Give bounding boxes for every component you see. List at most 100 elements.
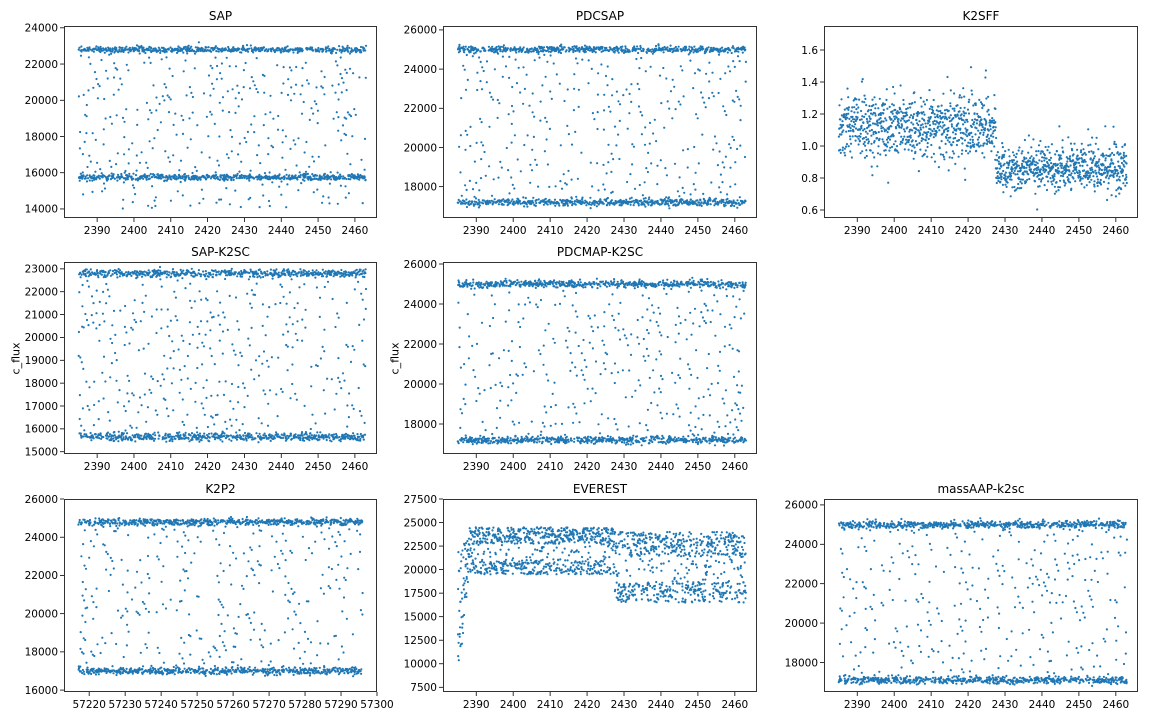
data-point — [258, 206, 261, 209]
data-point — [281, 48, 285, 51]
data-point — [280, 91, 283, 94]
data-point — [257, 47, 260, 50]
data-point — [223, 173, 226, 177]
data-point — [566, 88, 569, 91]
data-point — [183, 172, 186, 176]
data-point — [505, 146, 508, 150]
data-point — [567, 169, 570, 172]
data-point — [242, 46, 245, 49]
data-point — [207, 74, 211, 77]
data-point — [231, 88, 234, 91]
data-point — [136, 108, 139, 111]
data-point — [553, 198, 557, 201]
data-point — [197, 41, 200, 44]
data-point — [472, 204, 475, 207]
data-point — [554, 185, 557, 188]
data-point — [346, 152, 349, 155]
data-point — [123, 136, 126, 139]
data-point — [473, 160, 476, 163]
data-point — [144, 51, 147, 55]
data-point — [110, 52, 113, 55]
data-point — [184, 45, 187, 48]
data-point — [119, 77, 122, 80]
data-point — [294, 174, 297, 177]
data-point — [163, 179, 167, 182]
data-point — [209, 64, 212, 67]
data-point — [512, 203, 515, 206]
data-point — [179, 49, 182, 53]
data-point — [193, 52, 197, 55]
data-point — [93, 174, 96, 177]
data-point — [103, 187, 107, 190]
data-point — [191, 95, 194, 99]
data-point — [108, 174, 111, 177]
data-point — [222, 175, 226, 178]
data-point — [546, 203, 549, 206]
data-point — [321, 86, 324, 89]
data-point — [147, 118, 150, 121]
data-point — [243, 136, 246, 140]
data-point — [238, 47, 241, 50]
data-point — [122, 50, 125, 53]
data-point — [188, 117, 191, 120]
data-point — [152, 84, 155, 87]
data-point — [318, 50, 321, 53]
data-point — [179, 175, 182, 178]
data-point — [238, 170, 241, 173]
data-point — [78, 46, 81, 49]
data-point — [190, 45, 193, 48]
data-point — [115, 46, 118, 50]
data-point — [84, 113, 87, 116]
data-point — [127, 51, 130, 54]
data-point — [510, 200, 513, 203]
data-point — [313, 100, 316, 103]
data-point — [187, 44, 190, 47]
data-point — [124, 169, 127, 173]
data-point — [81, 171, 84, 174]
data-point — [229, 129, 232, 132]
data-point — [208, 175, 211, 178]
data-point — [198, 202, 201, 205]
data-point — [549, 50, 552, 53]
data-point — [111, 49, 114, 52]
data-point — [323, 93, 326, 96]
data-point — [502, 203, 505, 206]
data-point — [510, 122, 513, 125]
data-point — [338, 48, 341, 51]
data-point — [94, 47, 97, 50]
data-point — [361, 202, 364, 205]
data-point — [280, 193, 283, 196]
data-point — [244, 61, 247, 65]
data-point — [530, 202, 533, 205]
data-point — [194, 166, 197, 169]
data-point — [308, 118, 311, 121]
data-point — [335, 111, 338, 114]
data-point — [191, 111, 194, 114]
data-point — [315, 174, 318, 177]
data-point — [301, 67, 304, 70]
data-point — [290, 69, 293, 72]
data-point — [537, 52, 540, 56]
data-point — [305, 140, 308, 144]
data-point — [517, 202, 520, 205]
data-point — [501, 75, 504, 78]
data-point — [151, 185, 154, 188]
data-point — [534, 204, 537, 207]
data-point — [304, 175, 307, 178]
data-point — [555, 73, 558, 76]
data-point — [116, 179, 119, 182]
data-point — [334, 91, 337, 94]
data-point — [252, 80, 255, 83]
data-point — [228, 203, 231, 206]
data-point — [300, 182, 303, 185]
data-point — [276, 128, 280, 131]
data-point — [504, 46, 507, 49]
data-point — [155, 109, 158, 112]
data-point — [191, 171, 194, 175]
data-point — [502, 198, 505, 201]
data-point — [471, 200, 474, 203]
data-point — [360, 51, 363, 54]
data-point — [225, 187, 228, 190]
data-point — [182, 70, 185, 73]
data-point — [485, 81, 488, 84]
